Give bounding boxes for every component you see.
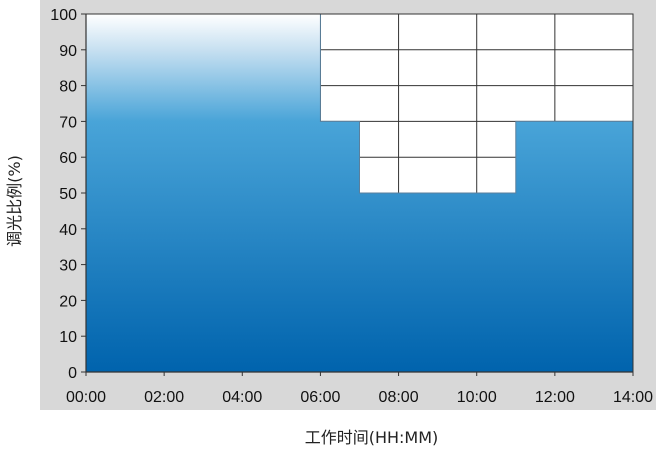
y-axis-ticks: 0 10 20 30 40 50 60 70 80 90 100 bbox=[50, 7, 86, 382]
y-axis-title: 调光比例(%) bbox=[5, 155, 24, 247]
y-tick-label: 50 bbox=[59, 186, 77, 203]
y-tick-label: 0 bbox=[68, 365, 77, 382]
x-axis-title: 工作时间(HH:MM) bbox=[305, 428, 439, 447]
x-tick-label: 08:00 bbox=[379, 389, 419, 406]
y-tick-label: 100 bbox=[50, 7, 77, 24]
y-tick-label: 90 bbox=[59, 43, 77, 60]
y-tick-label: 80 bbox=[59, 79, 77, 96]
x-tick-label: 04:00 bbox=[222, 389, 262, 406]
x-tick-label: 06:00 bbox=[300, 389, 340, 406]
x-tick-label: 12:00 bbox=[535, 389, 575, 406]
y-tick-label: 40 bbox=[59, 222, 77, 239]
x-tick-label: 02:00 bbox=[144, 389, 184, 406]
y-tick-label: 60 bbox=[59, 150, 77, 167]
x-tick-label: 10:00 bbox=[457, 389, 497, 406]
x-tick-label: 00:00 bbox=[66, 389, 106, 406]
y-tick-label: 10 bbox=[59, 329, 77, 346]
y-tick-label: 20 bbox=[59, 293, 77, 310]
y-tick-label: 70 bbox=[59, 114, 77, 131]
x-tick-label: 14:00 bbox=[613, 389, 653, 406]
x-axis-ticks: 00:00 02:00 04:00 06:00 08:00 10:00 12:00 14:00 bbox=[66, 372, 653, 406]
y-tick-label: 30 bbox=[59, 258, 77, 275]
